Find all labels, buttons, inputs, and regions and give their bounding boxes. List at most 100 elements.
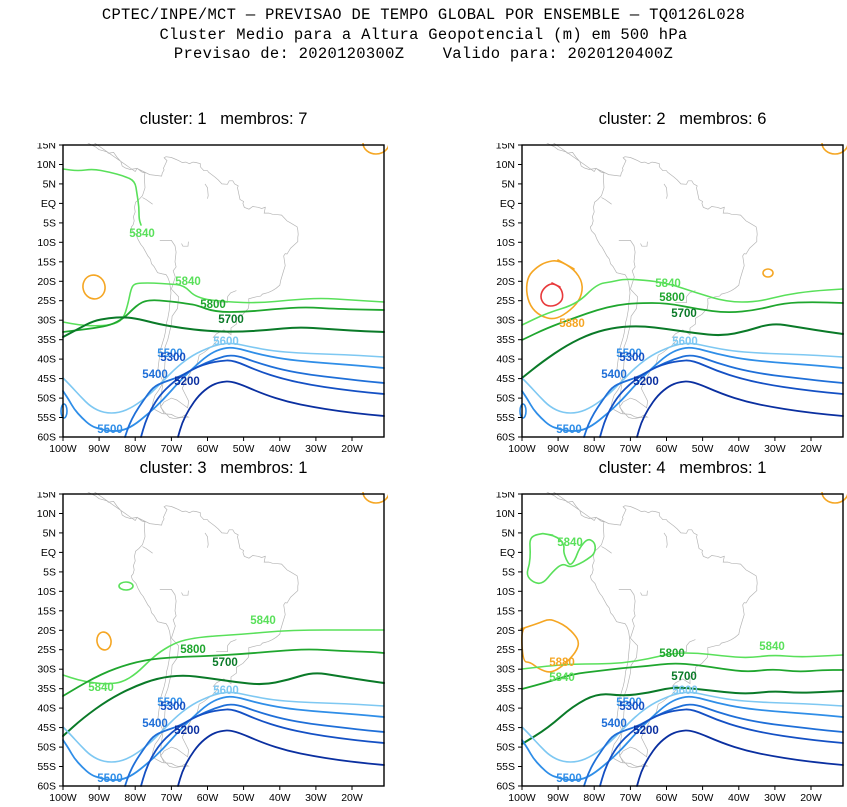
svg-text:60S: 60S [37,432,56,444]
svg-text:5700: 5700 [212,657,238,669]
svg-text:55S: 55S [37,412,56,424]
svg-text:30W: 30W [305,792,327,802]
svg-text:25S: 25S [496,644,515,656]
svg-text:35S: 35S [37,683,56,695]
svg-text:80W: 80W [583,792,605,802]
svg-text:10S: 10S [496,586,515,598]
svg-text:5N: 5N [502,178,515,190]
svg-text:60W: 60W [656,443,678,453]
svg-text:20S: 20S [37,276,56,288]
svg-text:5300: 5300 [619,701,645,713]
svg-text:30S: 30S [496,664,515,676]
svg-text:70W: 70W [161,443,183,453]
svg-text:40S: 40S [37,354,56,366]
svg-text:25S: 25S [496,295,515,307]
svg-text:5840: 5840 [557,537,583,549]
svg-text:5400: 5400 [601,369,627,381]
svg-text:5800: 5800 [659,648,685,660]
svg-text:5840: 5840 [655,278,681,290]
svg-text:80W: 80W [124,443,146,453]
svg-text:50W: 50W [233,792,255,802]
svg-text:20W: 20W [341,792,363,802]
svg-text:5300: 5300 [160,352,186,364]
svg-text:5S: 5S [502,217,515,229]
svg-text:5840: 5840 [549,672,575,684]
svg-text:5840: 5840 [759,641,785,653]
svg-text:5600: 5600 [213,685,239,697]
svg-text:20W: 20W [341,443,363,453]
svg-text:5840: 5840 [250,615,276,627]
svg-text:5400: 5400 [601,718,627,730]
svg-text:5700: 5700 [671,308,697,320]
svg-text:5S: 5S [43,566,56,578]
svg-text:15S: 15S [37,605,56,617]
svg-text:5600: 5600 [672,685,698,697]
svg-text:15S: 15S [37,256,56,268]
svg-text:5200: 5200 [633,725,659,737]
svg-text:25S: 25S [37,644,56,656]
svg-text:30W: 30W [305,443,327,453]
svg-text:5880: 5880 [549,657,575,669]
svg-text:30W: 30W [764,792,786,802]
svg-text:15S: 15S [496,256,515,268]
svg-text:40W: 40W [728,443,750,453]
svg-text:20S: 20S [37,625,56,637]
svg-text:10S: 10S [37,237,56,249]
svg-text:45S: 45S [37,373,56,385]
svg-text:5400: 5400 [142,718,168,730]
svg-text:15S: 15S [496,605,515,617]
svg-text:10N: 10N [496,508,515,520]
svg-text:60W: 60W [197,443,219,453]
svg-text:25S: 25S [37,295,56,307]
svg-text:EQ: EQ [41,547,56,559]
svg-text:50S: 50S [37,393,56,405]
svg-text:30W: 30W [764,443,786,453]
svg-text:20W: 20W [800,443,822,453]
svg-text:40W: 40W [269,792,291,802]
svg-text:5500: 5500 [556,773,582,785]
svg-text:50S: 50S [496,393,515,405]
svg-text:30S: 30S [37,664,56,676]
svg-text:5880: 5880 [559,318,585,330]
svg-text:10S: 10S [496,237,515,249]
svg-text:5600: 5600 [213,336,239,348]
svg-text:5800: 5800 [200,299,226,311]
svg-text:5800: 5800 [659,292,685,304]
svg-text:40S: 40S [496,354,515,366]
svg-text:5N: 5N [43,178,56,190]
svg-text:5S: 5S [43,217,56,229]
svg-text:5700: 5700 [671,671,697,683]
svg-text:40W: 40W [269,443,291,453]
svg-text:5200: 5200 [633,376,659,388]
svg-text:20S: 20S [496,276,515,288]
svg-text:5200: 5200 [174,725,200,737]
svg-text:45S: 45S [37,722,56,734]
svg-text:30S: 30S [496,315,515,327]
svg-text:60S: 60S [496,432,515,444]
svg-text:40S: 40S [496,703,515,715]
svg-text:5300: 5300 [160,701,186,713]
svg-text:60W: 60W [656,792,678,802]
svg-text:90W: 90W [547,792,569,802]
svg-text:5840: 5840 [129,228,155,240]
svg-text:100W: 100W [49,443,77,453]
svg-text:90W: 90W [547,443,569,453]
svg-text:5500: 5500 [556,424,582,436]
svg-text:5700: 5700 [218,314,244,326]
svg-text:50S: 50S [496,742,515,754]
svg-text:35S: 35S [37,334,56,346]
svg-text:90W: 90W [88,792,110,802]
svg-text:70W: 70W [620,443,642,453]
svg-text:70W: 70W [161,792,183,802]
svg-text:5500: 5500 [97,424,123,436]
svg-text:EQ: EQ [41,198,56,210]
svg-text:5600: 5600 [672,336,698,348]
svg-text:5S: 5S [502,566,515,578]
svg-text:30S: 30S [37,315,56,327]
svg-text:50S: 50S [37,742,56,754]
svg-text:40S: 40S [37,703,56,715]
svg-text:20W: 20W [800,792,822,802]
svg-text:5840: 5840 [175,276,201,288]
svg-text:60W: 60W [197,792,219,802]
svg-text:50W: 50W [233,443,255,453]
